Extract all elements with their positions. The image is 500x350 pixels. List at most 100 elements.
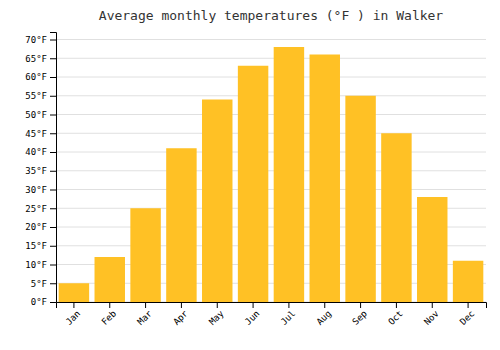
y-tick-label: 35°F [25,166,47,176]
x-tick-label: Jan [64,308,83,327]
x-tick-mark [432,302,433,308]
bar [381,133,411,302]
chart-svg: 0°F 5°F 10°F 15°F 20°F 25°F 30°F 35°F 40°F 45°F 50… [0,0,500,350]
x-tick-label: Jul [279,308,298,327]
x-tick-label: May [207,308,226,327]
grid-line [56,189,486,190]
y-tick-mark [50,40,56,41]
y-tick: 20°F [25,222,56,232]
y-tick-mark [50,171,56,172]
x-tick: Feb [100,302,119,327]
y-tick-label: 45°F [25,129,47,139]
bar [59,283,89,302]
x-tick: Apr [171,302,190,327]
grid-line [56,170,486,171]
x-tick-mark [73,302,74,308]
y-axis: 0°F 5°F 10°F 15°F 20°F 25°F 30°F 35°F 40°F 45°F 50… [25,33,56,308]
bar [95,257,125,302]
x-tick-mark [181,302,182,308]
y-tick-mark [50,96,56,97]
x-tick: Mar [135,302,154,327]
y-tick-label: 10°F [25,260,47,270]
y-tick-mark [50,227,56,228]
grid-line [56,95,486,96]
x-tick: Jun [243,302,262,327]
x-tick: Nov [422,302,441,327]
bar [417,197,447,302]
x-tick: Jul [279,302,298,327]
y-tick-mark [50,283,56,284]
y-tick-label: 70°F [25,35,47,45]
x-tick-label: Apr [171,308,190,327]
y-tick-mark [50,208,56,209]
x-tick-label: Aug [315,308,334,327]
y-tick: 30°F [25,185,56,195]
x-tick: Dec [458,302,477,327]
y-tick-mark [50,58,56,59]
grid [56,40,486,303]
x-tick-label: Nov [422,308,441,327]
bar [130,208,160,302]
y-tick-label: 55°F [25,91,47,101]
y-tick-mark [50,152,56,153]
x-axis-line [57,303,487,309]
x-tick-label: Feb [100,308,119,327]
x-tick-label: Jun [243,308,262,327]
y-tick-mark [50,302,56,303]
bar [310,55,340,303]
grid-line [56,58,486,59]
y-tick: 55°F [25,91,56,101]
y-tick: 5°F [31,279,56,289]
x-tick-mark [109,302,110,308]
x-tick: May [207,302,226,327]
x-tick-mark [145,302,146,308]
x-tick-mark [324,302,325,308]
x-tick: Sep [350,302,369,327]
y-tick-label: 20°F [25,222,47,232]
x-tick-mark [396,302,397,308]
y-tick-label: 0°F [31,297,47,307]
y-tick-label: 65°F [25,54,47,64]
grid-line [56,77,486,78]
x-tick: Aug [315,302,334,327]
x-tick-label: Mar [135,308,154,327]
y-tick-mark [50,115,56,116]
bars [59,47,484,302]
bar [453,261,483,302]
y-tick-mark [50,133,56,134]
chart-container: 0°F 5°F 10°F 15°F 20°F 25°F 30°F 35°F 40°F 45°F 50… [0,0,500,350]
x-tick: Oct [386,302,405,327]
y-tick: 15°F [25,241,56,251]
y-tick-mark [50,77,56,78]
y-tick-mark [50,265,56,266]
grid-line [56,133,486,134]
x-tick-mark [468,302,469,308]
y-axis-line [50,33,57,303]
x-tick-mark [360,302,361,308]
y-tick: 10°F [25,260,56,270]
y-tick-label: 15°F [25,241,47,251]
x-tick: Jan [64,302,83,327]
bar [345,96,375,302]
x-tick-mark [288,302,289,308]
y-tick: 60°F [25,72,56,82]
x-tick-label: Sep [350,308,369,327]
y-tick-label: 5°F [31,279,47,289]
y-tick: 65°F [25,54,56,64]
x-tick-mark [253,302,254,308]
y-tick: 0°F [31,297,56,307]
x-tick-label: Dec [458,308,477,327]
y-tick-mark [50,190,56,191]
x-tick-mark [217,302,218,308]
y-tick: 50°F [25,110,56,120]
y-tick: 40°F [25,147,56,157]
bar [166,148,196,302]
plot-area: 0°F 5°F 10°F 15°F 20°F 25°F 30°F 35°F 40°F 45°F 50… [25,33,486,328]
x-tick-label: Oct [386,308,405,327]
y-tick-label: 40°F [25,147,47,157]
y-tick-mark [50,246,56,247]
title: Average monthly temperatures (°F ) in Wa… [99,8,444,23]
y-tick: 25°F [25,204,56,214]
x-axis: Jan Feb Mar Apr May Jun Jul Aug Sep Oct Nov Dec [57,302,487,327]
bar [238,66,268,302]
